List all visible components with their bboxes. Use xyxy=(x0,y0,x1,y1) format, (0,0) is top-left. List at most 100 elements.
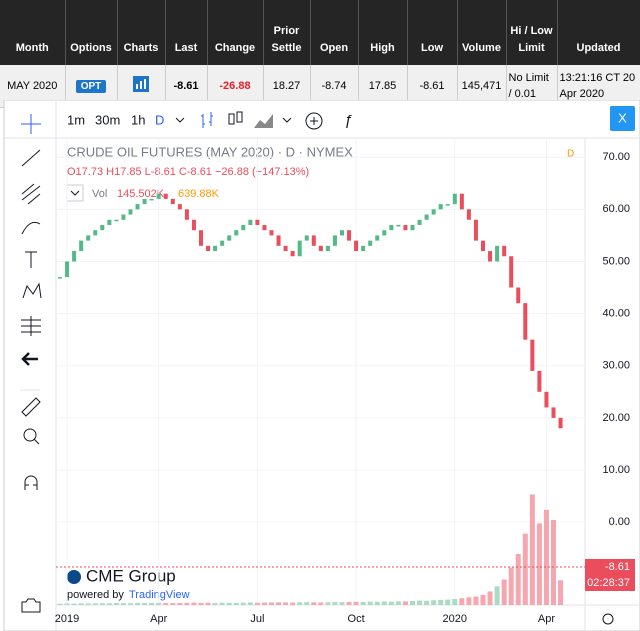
y-tick-label: 50.00 xyxy=(602,255,630,267)
crosshair-tool[interactable] xyxy=(21,114,41,134)
volume-bar xyxy=(543,509,549,605)
volume-bar xyxy=(374,601,380,605)
area-icon[interactable] xyxy=(254,114,273,128)
volume-value: 145.502K xyxy=(117,188,165,200)
candle xyxy=(184,209,189,220)
zoom-tool[interactable] xyxy=(23,428,37,442)
candle xyxy=(544,391,549,408)
volume-bar xyxy=(212,602,218,605)
pattern-tool[interactable] xyxy=(22,282,42,299)
bars-icon[interactable] xyxy=(201,112,213,128)
chart-widget: 1m 30m 1h D ƒ X CRUDE OIL FUTURES (MAY 2… xyxy=(3,100,640,631)
volume-bar xyxy=(198,602,204,605)
volume-bar xyxy=(240,602,246,605)
candle xyxy=(530,339,535,371)
volume-bar xyxy=(184,602,190,605)
candle xyxy=(431,209,436,215)
header: High xyxy=(358,0,408,65)
volume-bar xyxy=(177,602,183,605)
last-price-box xyxy=(585,558,635,575)
candle xyxy=(149,198,154,201)
collapse-button[interactable] xyxy=(66,184,84,202)
volume-bar xyxy=(163,602,169,605)
dropdown[interactable] xyxy=(175,117,185,123)
interval[interactable]: D xyxy=(155,112,164,127)
volume-bar xyxy=(297,602,303,605)
candle xyxy=(121,214,126,220)
candle xyxy=(72,251,77,262)
candle xyxy=(114,219,119,222)
x-tick-label: Apr xyxy=(150,613,167,625)
header: Prior Settle xyxy=(263,0,311,65)
candle xyxy=(558,417,563,429)
candle xyxy=(269,230,274,236)
candle xyxy=(389,224,394,231)
volume-bar xyxy=(149,602,155,605)
interval[interactable]: 30m xyxy=(95,112,120,127)
candle xyxy=(347,230,352,241)
line-tool[interactable] xyxy=(21,149,41,167)
header: Last xyxy=(165,0,208,65)
prediction-tool[interactable] xyxy=(21,316,41,336)
options-button[interactable]: OPT xyxy=(75,79,107,93)
chart-title: CRUDE OIL FUTURES (MAY 2020) · D · NYMEX xyxy=(67,144,353,159)
volume-bar xyxy=(529,494,535,605)
candle xyxy=(311,235,316,246)
tradingview-link[interactable]: TradingView xyxy=(129,589,190,601)
plus xyxy=(310,117,318,125)
interval[interactable]: 1h xyxy=(131,112,145,127)
volume-bar xyxy=(438,599,444,605)
candle xyxy=(332,235,337,246)
brush-tool[interactable] xyxy=(21,221,41,235)
volume-bar xyxy=(247,602,253,605)
volume-bar xyxy=(57,603,63,605)
candle xyxy=(100,224,105,231)
volume-bar xyxy=(71,603,77,605)
x-tick-label: Apr xyxy=(538,613,555,625)
fib-tool[interactable] xyxy=(21,183,41,205)
volume-bar xyxy=(290,602,296,605)
candle xyxy=(361,245,366,252)
y-tick-label: 70.00 xyxy=(602,151,630,163)
indicators-icon[interactable]: ƒ xyxy=(344,112,352,129)
brand: CME Group xyxy=(86,566,176,585)
dropdown[interactable] xyxy=(282,117,292,123)
volume-bar xyxy=(156,602,162,605)
candle xyxy=(410,224,415,231)
volume-bar xyxy=(226,602,232,605)
volume-bar xyxy=(99,603,105,605)
volume-bar xyxy=(254,602,260,605)
chart-icon[interactable] xyxy=(133,75,149,92)
header: Options xyxy=(65,0,118,65)
snapshot-tool[interactable] xyxy=(21,598,41,613)
candle xyxy=(163,193,168,199)
ruler-tool[interactable] xyxy=(21,397,41,417)
volume-bar xyxy=(501,579,507,605)
y-tick-label: 10.00 xyxy=(602,464,630,476)
candle-icon[interactable] xyxy=(236,111,243,123)
candle xyxy=(481,240,485,252)
text-tool[interactable] xyxy=(25,251,37,268)
candle xyxy=(234,230,239,236)
volume-bar xyxy=(233,602,239,605)
candle xyxy=(325,245,330,252)
volume-bar xyxy=(205,602,211,605)
candle xyxy=(199,230,203,246)
volume-bar xyxy=(135,602,141,605)
candle-icon[interactable] xyxy=(228,113,235,125)
compare-icon[interactable] xyxy=(305,112,323,130)
magnet-tool[interactable] xyxy=(24,475,38,490)
volume-bar xyxy=(452,599,458,605)
candle xyxy=(156,193,161,199)
settings-icon[interactable] xyxy=(602,613,614,625)
candle xyxy=(459,193,464,210)
close-button[interactable] xyxy=(610,106,635,131)
close-label: X xyxy=(618,110,627,125)
volume-bar xyxy=(410,600,415,605)
back-tool[interactable] xyxy=(21,352,38,366)
volume-bar xyxy=(551,520,556,605)
interval[interactable]: 1m xyxy=(67,112,85,127)
volume-bar xyxy=(558,580,564,605)
candle xyxy=(354,240,359,252)
